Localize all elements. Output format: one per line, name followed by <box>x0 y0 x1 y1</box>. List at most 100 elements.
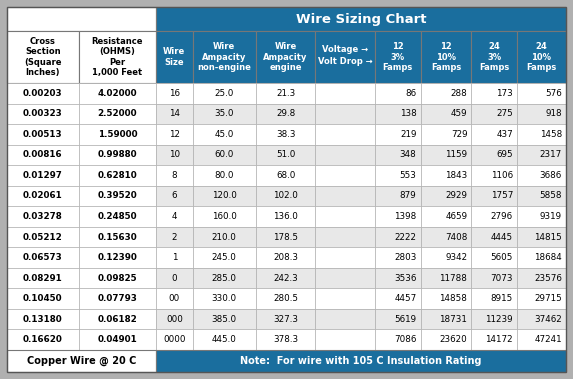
Text: 219: 219 <box>400 130 417 139</box>
Bar <box>472 206 517 227</box>
Bar <box>517 124 566 145</box>
Text: 60.0: 60.0 <box>215 150 234 160</box>
Text: 553: 553 <box>400 171 417 180</box>
Text: 275: 275 <box>496 109 513 118</box>
Bar <box>375 227 421 247</box>
Text: Wire
Ampacity
engine: Wire Ampacity engine <box>264 42 308 72</box>
Text: 120.0: 120.0 <box>212 191 237 200</box>
Text: 24
10%
Famps: 24 10% Famps <box>527 42 556 72</box>
Bar <box>472 124 517 145</box>
Text: 0.13180: 0.13180 <box>23 315 63 324</box>
Text: 5605: 5605 <box>490 253 513 262</box>
Bar <box>517 206 566 227</box>
Text: 459: 459 <box>451 109 468 118</box>
Text: 14172: 14172 <box>485 335 513 344</box>
Text: 12
3%
Famps: 12 3% Famps <box>383 42 413 72</box>
Text: 0.16620: 0.16620 <box>23 335 63 344</box>
Text: 0.62810: 0.62810 <box>97 171 138 180</box>
Bar <box>7 103 79 124</box>
Text: 23620: 23620 <box>439 335 468 344</box>
Text: 102.0: 102.0 <box>273 191 298 200</box>
Bar <box>193 145 256 165</box>
Text: 12
10%
Famps: 12 10% Famps <box>431 42 461 72</box>
Text: 2: 2 <box>171 233 177 241</box>
Text: 3686: 3686 <box>540 171 562 180</box>
Bar <box>472 103 517 124</box>
Text: 000: 000 <box>166 315 183 324</box>
Text: 0.12390: 0.12390 <box>97 253 138 262</box>
Bar <box>79 186 156 206</box>
Bar <box>193 165 256 186</box>
Bar <box>193 329 256 350</box>
Text: 242.3: 242.3 <box>273 274 298 283</box>
Bar <box>421 83 472 103</box>
Bar <box>7 31 79 83</box>
Text: 7408: 7408 <box>445 233 468 241</box>
Bar <box>375 288 421 309</box>
Text: Resistance
(OHMS)
Per
1,000 Feet: Resistance (OHMS) Per 1,000 Feet <box>92 37 143 77</box>
Text: 178.5: 178.5 <box>273 233 298 241</box>
Bar <box>421 186 472 206</box>
Text: 4457: 4457 <box>394 294 417 303</box>
Bar <box>256 227 315 247</box>
Text: 210.0: 210.0 <box>212 233 237 241</box>
Text: 0.01297: 0.01297 <box>23 171 63 180</box>
Text: 0.09825: 0.09825 <box>97 274 137 283</box>
Bar <box>315 124 375 145</box>
Text: 14815: 14815 <box>534 233 562 241</box>
Bar <box>375 31 421 83</box>
Text: 16: 16 <box>169 89 180 98</box>
Bar <box>517 329 566 350</box>
Text: 1159: 1159 <box>445 150 468 160</box>
Bar <box>256 83 315 103</box>
Text: 29.8: 29.8 <box>276 109 295 118</box>
Bar <box>421 124 472 145</box>
Text: 2796: 2796 <box>491 212 513 221</box>
Text: 7073: 7073 <box>490 274 513 283</box>
Bar <box>156 329 193 350</box>
Text: 138: 138 <box>400 109 417 118</box>
Text: 160.0: 160.0 <box>212 212 237 221</box>
Bar <box>156 227 193 247</box>
Bar <box>421 329 472 350</box>
Text: 0.07793: 0.07793 <box>97 294 138 303</box>
Bar <box>472 288 517 309</box>
Bar <box>517 288 566 309</box>
Bar <box>156 124 193 145</box>
Bar <box>315 103 375 124</box>
Text: 330.0: 330.0 <box>212 294 237 303</box>
Text: 9342: 9342 <box>445 253 468 262</box>
Text: Cross
Section
(Square
Inches): Cross Section (Square Inches) <box>24 37 62 77</box>
Bar <box>315 206 375 227</box>
Bar <box>79 288 156 309</box>
Bar <box>256 288 315 309</box>
Text: 47241: 47241 <box>535 335 562 344</box>
Text: 2.52000: 2.52000 <box>97 109 137 118</box>
Text: 6: 6 <box>171 191 177 200</box>
Bar <box>517 247 566 268</box>
Text: 1398: 1398 <box>394 212 417 221</box>
Bar <box>256 268 315 288</box>
Bar <box>7 83 79 103</box>
Text: 695: 695 <box>496 150 513 160</box>
Bar <box>156 309 193 329</box>
Bar <box>472 145 517 165</box>
Bar <box>472 329 517 350</box>
Text: 37462: 37462 <box>534 315 562 324</box>
Bar <box>472 227 517 247</box>
Text: 879: 879 <box>400 191 417 200</box>
Text: 45.0: 45.0 <box>215 130 234 139</box>
Text: 0.08291: 0.08291 <box>23 274 63 283</box>
Bar <box>375 268 421 288</box>
Bar <box>256 309 315 329</box>
Text: Volt Drop →: Volt Drop → <box>318 56 372 66</box>
Bar <box>79 206 156 227</box>
Bar <box>315 247 375 268</box>
Text: 0.99880: 0.99880 <box>97 150 137 160</box>
Text: 0000: 0000 <box>163 335 186 344</box>
Bar <box>517 31 566 83</box>
Bar <box>421 31 472 83</box>
Bar <box>421 206 472 227</box>
Bar <box>79 165 156 186</box>
Text: 1843: 1843 <box>445 171 468 180</box>
